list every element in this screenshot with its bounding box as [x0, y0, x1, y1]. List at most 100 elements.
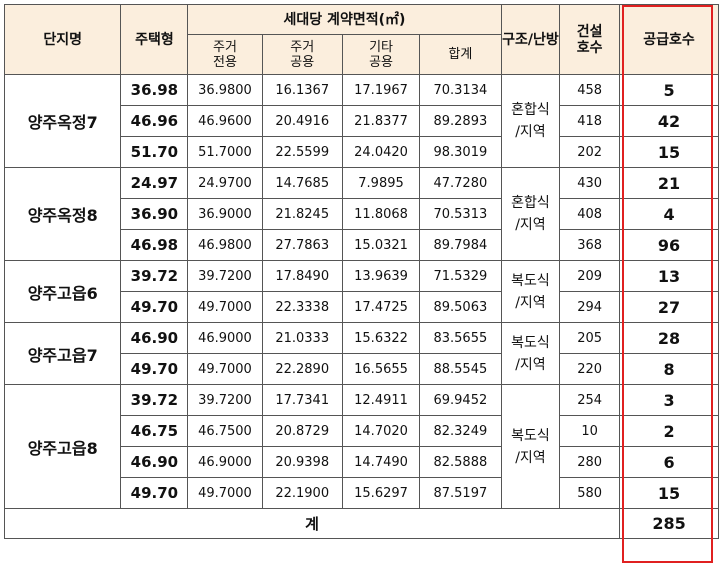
- header-area-group: 세대당 계약면적(㎡): [187, 4, 502, 35]
- structure-heating: 복도식/지역: [500, 322, 561, 385]
- total-row: 계 285: [3, 508, 719, 539]
- area-common: 22.1900: [261, 477, 343, 509]
- housing-type: 46.98: [120, 229, 189, 261]
- supply-units: 13: [619, 260, 719, 292]
- built-units: 580: [559, 477, 621, 509]
- table-row: 46.90 46.9000 20.9398 14.7490 82.5888 280 6: [5, 446, 719, 478]
- housing-type: 24.97: [120, 167, 189, 199]
- supply-units: 21: [619, 167, 719, 199]
- complex-name: 양주옥정7: [3, 74, 122, 168]
- built-units: 209: [559, 260, 621, 292]
- housing-type: 49.70: [120, 291, 189, 323]
- area-common: 20.9398: [261, 446, 343, 478]
- structure-heating: 복도식/지역: [500, 384, 561, 509]
- area-exclusive: 46.9800: [187, 229, 263, 261]
- area-sum: 83.5655: [419, 322, 502, 354]
- header-supply: 공급호수: [619, 4, 719, 75]
- area-common: 14.7685: [261, 167, 343, 199]
- area-sum: 89.5063: [419, 291, 502, 323]
- table-row: 양주옥정7 36.98 36.9800 16.1367 17.1967 70.3134 혼합…: [3, 74, 719, 168]
- structure-heating-line: 복도식: [511, 427, 550, 444]
- header-structure: 구조/난방: [500, 4, 561, 75]
- housing-type: 36.98: [120, 74, 189, 106]
- area-other: 16.5655: [341, 353, 421, 385]
- area-other: 15.0321: [341, 229, 421, 261]
- area-exclusive: 24.9700: [187, 167, 263, 199]
- built-units: 368: [559, 229, 621, 261]
- supply-units: 28: [619, 322, 719, 354]
- supply-units: 42: [619, 105, 719, 137]
- header-sum: 합계: [419, 34, 502, 75]
- area-exclusive: 39.7200: [187, 260, 263, 292]
- header-type: 주택형: [120, 4, 189, 75]
- built-units: 10: [559, 415, 621, 447]
- area-common: 17.7341: [261, 384, 343, 416]
- supply-units: 5: [619, 74, 719, 106]
- complex-name: 양주옥정8: [3, 167, 122, 261]
- area-exclusive: 36.9800: [187, 74, 263, 106]
- header-built: 건설 호수: [559, 4, 621, 75]
- area-common: 22.2890: [261, 353, 343, 385]
- supply-units: 6: [619, 446, 719, 478]
- area-sum: 69.9452: [419, 384, 502, 416]
- area-common: 22.5599: [261, 136, 343, 168]
- table-row: 46.75 46.7500 20.8729 14.7020 82.3249 10 2: [5, 415, 719, 447]
- area-other: 21.8377: [341, 105, 421, 137]
- built-units: 430: [559, 167, 621, 199]
- complex-name: 양주고읍7: [3, 322, 122, 385]
- built-units: 254: [559, 384, 621, 416]
- structure-heating: 혼합식/지역: [500, 74, 561, 168]
- structure-heating-line: /지역: [515, 124, 546, 140]
- area-common: 20.8729: [261, 415, 343, 447]
- structure-heating: 혼합식/지역: [500, 167, 561, 261]
- total-supply: 285: [619, 508, 719, 539]
- area-exclusive: 39.7200: [187, 384, 263, 416]
- structure-heating-line: 복도식: [511, 272, 550, 289]
- area-sum: 82.3249: [419, 415, 502, 447]
- area-common: 17.8490: [261, 260, 343, 292]
- area-sum: 82.5888: [419, 446, 502, 478]
- table-row: 49.70 49.7000 22.2890 16.5655 88.5545 220 8: [5, 353, 719, 385]
- area-other: 14.7490: [341, 446, 421, 478]
- structure-heating-line: /지역: [515, 356, 546, 373]
- area-exclusive: 46.9600: [187, 105, 263, 137]
- header-common: 주거 공용: [261, 34, 343, 75]
- housing-type: 46.75: [120, 415, 189, 447]
- area-exclusive: 46.7500: [187, 415, 263, 447]
- area-sum: 88.5545: [419, 353, 502, 385]
- area-other: 14.7020: [341, 415, 421, 447]
- housing-type: 39.72: [120, 260, 189, 292]
- area-other: 15.6297: [341, 477, 421, 509]
- housing-type: 49.70: [120, 353, 189, 385]
- total-label: 계: [3, 508, 621, 539]
- table-row: 51.70 51.7000 22.5599 24.0420 98.3019 202 15: [5, 136, 719, 168]
- area-other: 17.4725: [341, 291, 421, 323]
- structure-heating-line: 혼합식: [511, 102, 550, 118]
- area-exclusive: 51.7000: [187, 136, 263, 168]
- area-other: 17.1967: [341, 74, 421, 106]
- area-sum: 70.5313: [419, 198, 502, 230]
- housing-type: 36.90: [120, 198, 189, 230]
- table-row: 양주고읍7 46.90 46.9000 21.0333 15.6322 83.5655 복도…: [3, 322, 719, 385]
- area-sum: 89.2893: [419, 105, 502, 137]
- area-common: 16.1367: [261, 74, 343, 106]
- structure-heating-line: 복도식: [511, 334, 550, 351]
- area-exclusive: 46.9000: [187, 446, 263, 478]
- complex-name: 양주고읍6: [3, 260, 122, 323]
- area-sum: 87.5197: [419, 477, 502, 509]
- supply-units: 15: [619, 477, 719, 509]
- housing-type: 46.96: [120, 105, 189, 137]
- header-exclusive: 주거 전용: [187, 34, 263, 75]
- area-other: 12.4911: [341, 384, 421, 416]
- area-exclusive: 49.7000: [187, 477, 263, 509]
- supply-units: 4: [619, 198, 719, 230]
- supply-units: 8: [619, 353, 719, 385]
- area-common: 20.4916: [261, 105, 343, 137]
- structure-heating-line: /지역: [515, 217, 546, 233]
- area-sum: 98.3019: [419, 136, 502, 168]
- area-sum: 47.7280: [419, 167, 502, 199]
- built-units: 408: [559, 198, 621, 230]
- header-other: 기타 공용: [341, 34, 421, 75]
- area-other: 15.6322: [341, 322, 421, 354]
- area-sum: 71.5329: [419, 260, 502, 292]
